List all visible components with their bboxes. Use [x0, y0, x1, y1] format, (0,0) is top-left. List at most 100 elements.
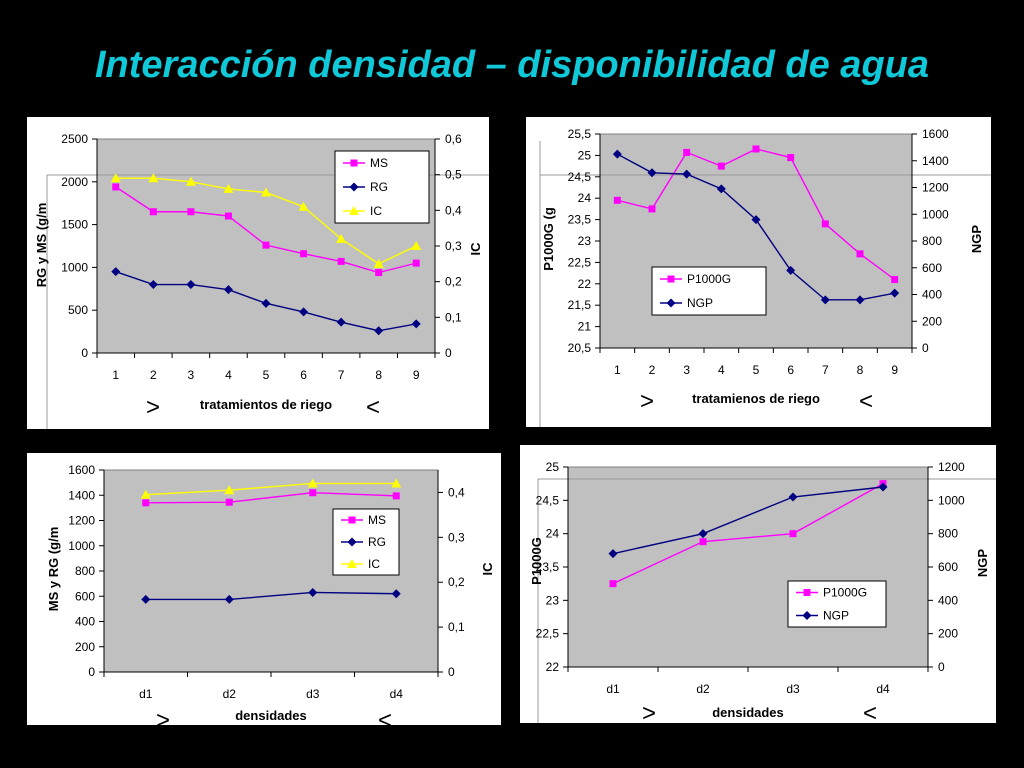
series-line-ms — [145, 492, 397, 504]
x-axis-title: densidades — [712, 705, 784, 720]
y-tick-label: 1000 — [68, 539, 95, 553]
data-point-p1000g — [787, 154, 795, 162]
y-tick-label: 200 — [75, 640, 95, 654]
data-point-ic — [185, 176, 196, 186]
data-point-ic — [336, 233, 347, 243]
legend-label-ngp: NGP — [687, 296, 713, 310]
arrow-less: < — [366, 394, 380, 421]
y-right-tick-label: 200 — [922, 314, 942, 328]
data-point-p1000g — [856, 250, 864, 258]
data-point-rg — [374, 326, 384, 336]
y-tick-label: 23,5 — [568, 213, 592, 227]
x-axis-title: densidades — [235, 708, 307, 723]
chart-panel-4: 22 22,5 23 23,5 24 24,5 25 0 200 400 600 800 1000 120… — [520, 445, 996, 723]
y-tick-label: 2500 — [61, 132, 88, 146]
data-point-ms — [309, 489, 317, 497]
y-right-tick-label: 800 — [938, 527, 958, 541]
y-axis-title: P1000G (g — [541, 207, 556, 271]
y-tick-label: 25 — [546, 460, 560, 474]
x-tick-label: 9 — [891, 363, 898, 377]
arrow-greater: > — [156, 707, 170, 725]
y-right-tick-label: 800 — [922, 234, 942, 248]
series-line-ic — [145, 482, 397, 496]
data-point-ic — [391, 478, 402, 488]
legend-label-p1000g: P1000G — [687, 272, 731, 286]
legend-label-ic: IC — [370, 204, 382, 218]
legend-marker — [667, 275, 675, 283]
x-axis-title: tratamientos de riego — [200, 397, 332, 412]
legend-marker — [349, 206, 359, 215]
y-tick-label: 2000 — [61, 175, 88, 189]
y-tick-label: 0 — [88, 665, 95, 679]
legend-label-ngp: NGP — [823, 609, 849, 623]
data-point-ms — [300, 250, 308, 258]
data-point-p1000g — [683, 148, 691, 156]
x-tick-label: 2 — [150, 368, 157, 382]
y-tick-label: 24 — [546, 527, 560, 541]
series-line-ngp — [612, 486, 884, 555]
data-point-p1000g — [789, 530, 797, 538]
y-right-axis-title: NGP — [975, 549, 990, 578]
y-right-tick-label: 1000 — [922, 207, 949, 221]
data-point-ic — [223, 183, 234, 193]
arrow-less: < — [863, 700, 877, 723]
y-axis-title: MS y RG (g/m — [46, 527, 61, 612]
x-tick-label: 6 — [787, 363, 794, 377]
x-tick-label: 3 — [683, 363, 690, 377]
data-point-ms — [112, 183, 120, 191]
y-tick-label: 1500 — [61, 218, 88, 232]
data-point-ngp — [890, 288, 900, 298]
y-tick-label: 25 — [578, 148, 592, 162]
data-point-ic — [148, 173, 159, 183]
data-point-ic — [411, 241, 422, 250]
data-point-ic — [298, 201, 309, 211]
data-point-ms — [187, 208, 195, 216]
y-tick-label: 1400 — [68, 488, 95, 502]
x-tick-label: d3 — [306, 687, 320, 701]
legend-label-ms: MS — [370, 156, 388, 170]
data-point-ic — [373, 258, 384, 268]
data-point-ic — [224, 485, 235, 495]
y-tick-label: 600 — [75, 589, 95, 603]
x-tick-label: d3 — [786, 682, 800, 696]
y-right-tick-label: 0 — [448, 665, 455, 679]
y-right-axis-title: NGP — [969, 225, 984, 254]
data-point-ms — [224, 212, 232, 220]
y-tick-label: 20,5 — [568, 341, 592, 355]
data-point-ngp — [647, 168, 657, 178]
y-tick-label: 1000 — [61, 260, 88, 274]
y-axis-title: P1000G — [529, 537, 544, 585]
y-right-tick-label: 0,1 — [448, 620, 465, 634]
chart-panel-2: 20,5 21 21,5 22 22,5 23 23,5 24 24,5 25 25,5 0 200 40… — [526, 117, 991, 427]
y-right-axis-title: IC — [468, 242, 483, 256]
legend-label-rg: RG — [370, 180, 388, 194]
data-point-ic — [140, 489, 151, 499]
y-tick-label: 22 — [578, 277, 592, 291]
legend-marker — [803, 589, 811, 596]
data-point-rg — [308, 587, 318, 597]
arrow-greater: > — [642, 700, 656, 723]
data-point-ms — [225, 498, 233, 506]
y-right-tick-label: 0,2 — [448, 575, 465, 589]
series-line-p1000g — [612, 483, 884, 585]
legend-marker — [348, 516, 356, 524]
y-right-tick-label: 0 — [445, 346, 452, 360]
data-point-rg — [261, 298, 271, 308]
y-right-tick-label: 400 — [938, 593, 958, 607]
x-tick-label: 7 — [822, 363, 829, 377]
y-tick-label: 23 — [578, 234, 592, 248]
data-point-ngp — [716, 184, 726, 194]
y-right-tick-label: 600 — [938, 560, 958, 574]
legend-label-p1000g: P1000G — [823, 586, 867, 600]
data-point-ms — [142, 499, 150, 507]
data-point-ngp — [608, 549, 618, 559]
x-tick-label: 3 — [188, 368, 195, 382]
x-tick-label: 7 — [338, 368, 345, 382]
y-tick-label: 23,5 — [536, 560, 560, 574]
data-point-ms — [337, 257, 345, 265]
y-tick-label: 400 — [75, 615, 95, 629]
y-right-tick-label: 0,4 — [445, 203, 462, 217]
legend: MS RG IC — [334, 150, 430, 224]
legend-box — [787, 580, 887, 628]
x-tick-label: d4 — [876, 682, 890, 696]
